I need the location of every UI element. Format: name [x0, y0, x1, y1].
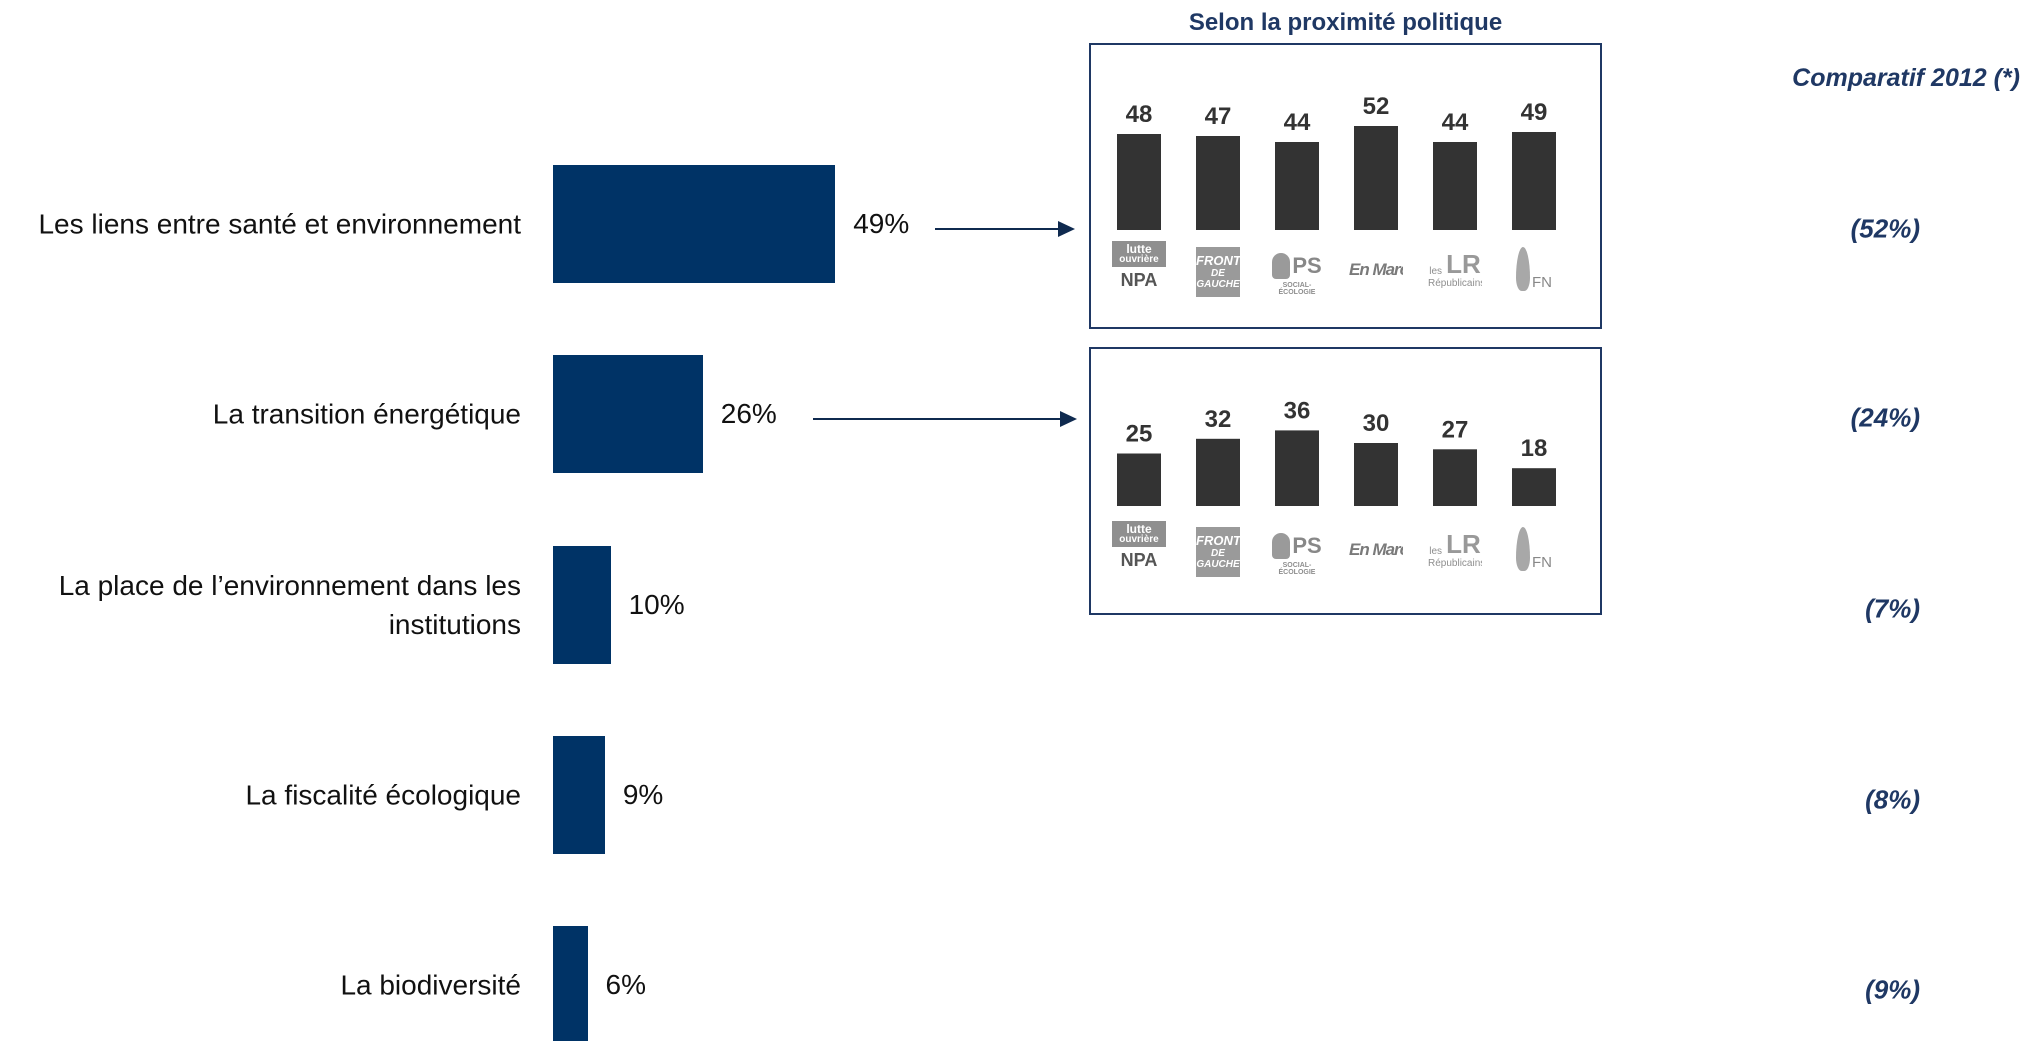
lutte-ouvriere-npa-logo: lutte ouvrière NPA [1112, 241, 1166, 303]
party-bar [1117, 453, 1161, 506]
party-bar [1275, 142, 1319, 230]
party-bar [1275, 430, 1319, 506]
les-republicains-logo: les LR Républicains [1428, 529, 1482, 569]
arrow-line-2 [813, 418, 1063, 420]
comparatif-value: (7%) [1865, 593, 1920, 624]
main-bar [553, 165, 836, 283]
party-bar [1196, 438, 1240, 506]
comparatif-title: Comparatif 2012 (*) [1792, 64, 2020, 92]
party-bar [1354, 126, 1398, 230]
party-value-label: 18 [1521, 435, 1548, 462]
panel-transition-energetique: 25 32 36 30 27 18 lutte ouvrière NPA FRONT DE GAUC… [1089, 347, 1602, 615]
front-de-gauche-logo: FRONT DE GAUCHE [1191, 521, 1245, 583]
party-value-label: 25 [1126, 421, 1153, 448]
ps-logo: PS SOCIAL-ÉCOLOGIE [1270, 241, 1324, 303]
main-bar [553, 546, 611, 664]
value-label: 6% [605, 969, 647, 1000]
arrow-head-2 [1060, 411, 1077, 427]
party-value-label: 30 [1363, 410, 1390, 437]
category-label: Les liens entre santé et environnement [38, 208, 521, 240]
en-marche-logo: En Marche ! [1349, 260, 1403, 279]
value-label: 49% [853, 208, 910, 239]
party-value-label: 44 [1284, 109, 1311, 136]
les-republicains-logo: les LR Républicains [1428, 249, 1482, 289]
comparatif-value: (9%) [1865, 974, 1920, 1005]
party-bar-chart: 48 47 44 52 44 49 [1117, 93, 1556, 230]
value-label: 26% [720, 398, 777, 429]
party-bar [1196, 136, 1240, 230]
party-value-label: 27 [1442, 416, 1469, 443]
party-bar [1512, 468, 1556, 506]
ps-logo: PS SOCIAL-ÉCOLOGIE [1270, 521, 1324, 583]
party-bar [1354, 443, 1398, 506]
arrow-line-1 [935, 228, 1061, 230]
en-marche-logo: En Marche ! [1349, 540, 1403, 559]
party-bar [1512, 132, 1556, 230]
panel-sante-environnement: 48 47 44 52 44 49 lutte ouvrière NPA FRONT DE GAUC… [1089, 43, 1602, 329]
main-bar [553, 926, 588, 1041]
category-label: La transition énergétique [212, 398, 521, 430]
category-label: La biodiversité [340, 969, 521, 1001]
fn-logo: FN [1507, 521, 1561, 583]
category-label: La place de l’environnement dans les ins… [58, 570, 521, 640]
lutte-ouvriere-npa-logo: lutte ouvrière NPA [1112, 521, 1166, 583]
party-bar [1433, 142, 1477, 230]
comparatif-value: (24%) [1850, 402, 1920, 433]
party-bar [1433, 449, 1477, 506]
main-bar [553, 736, 605, 854]
party-value-label: 47 [1205, 103, 1232, 130]
comparatif-value: (8%) [1865, 784, 1920, 815]
party-value-label: 32 [1205, 406, 1232, 433]
value-label: 10% [628, 589, 685, 620]
party-value-label: 48 [1126, 101, 1153, 128]
main-bar [553, 355, 703, 473]
party-value-label: 52 [1363, 93, 1390, 120]
party-value-label: 49 [1521, 99, 1548, 126]
front-de-gauche-logo: FRONT DE GAUCHE [1191, 241, 1245, 303]
category-label: La fiscalité écologique [245, 779, 521, 811]
comparatif-value: (52%) [1850, 213, 1920, 244]
party-bar [1117, 134, 1161, 230]
panel-title: Selon la proximité politique [1188, 9, 1503, 36]
party-value-label: 36 [1284, 397, 1311, 424]
party-value-label: 44 [1442, 109, 1469, 136]
value-label: 9% [622, 779, 664, 810]
arrow-head-1 [1058, 221, 1075, 237]
fn-logo: FN [1507, 241, 1561, 303]
party-bar-chart: 25 32 36 30 27 18 [1117, 397, 1556, 506]
